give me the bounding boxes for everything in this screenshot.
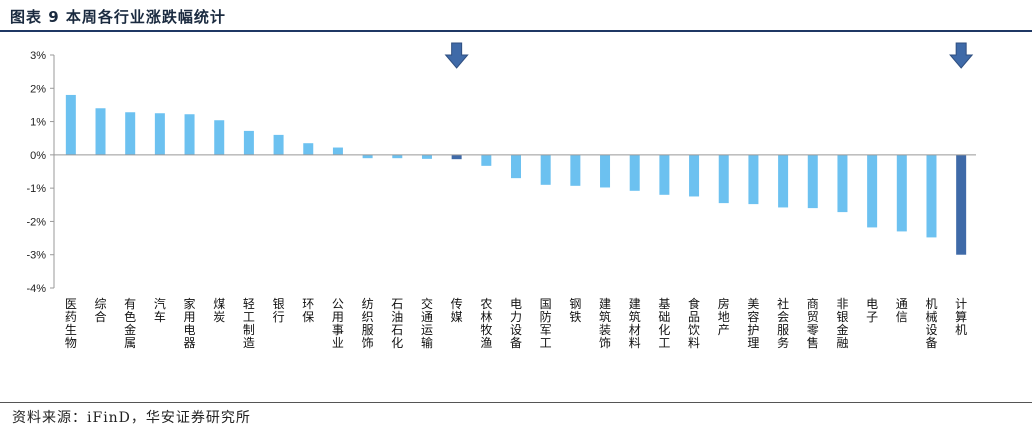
bar-2 xyxy=(95,108,106,155)
source-note: 资料来源：iFinD，华安证券研究所 xyxy=(12,410,251,426)
bar-4 xyxy=(154,113,165,155)
category-label: 通信 xyxy=(896,297,908,324)
category-label: 基础化工 xyxy=(658,297,670,350)
bar-30 xyxy=(926,154,937,238)
bar-26 xyxy=(807,154,818,209)
category-label: 石油石化 xyxy=(391,297,403,350)
bar-25 xyxy=(778,154,789,208)
bar-10 xyxy=(332,147,343,155)
down-arrow-icon xyxy=(949,42,974,69)
category-label: 轻工制造 xyxy=(243,297,255,350)
bar-12 xyxy=(392,154,403,159)
bar-19 xyxy=(600,154,611,188)
category-label: 家用电器 xyxy=(184,296,196,350)
category-label: 传媒 xyxy=(451,296,463,324)
bar-28 xyxy=(867,154,878,228)
y-tick-label: 3% xyxy=(30,50,46,62)
bar-7 xyxy=(243,130,254,155)
bar-11 xyxy=(362,154,373,159)
category-label: 电子 xyxy=(866,297,878,324)
bar-21 xyxy=(659,154,670,195)
bar-1 xyxy=(65,94,76,155)
category-label: 公用事业 xyxy=(332,297,344,350)
bar-20 xyxy=(629,154,640,191)
category-label: 国防军工 xyxy=(540,297,552,350)
category-label: 医药生物 xyxy=(65,297,77,350)
category-label: 建筑材料 xyxy=(629,297,641,350)
bar-16 xyxy=(511,154,521,179)
bar-8 xyxy=(273,134,284,155)
bar-9 xyxy=(303,143,314,155)
category-label: 商贸零售 xyxy=(807,296,819,350)
bar-22 xyxy=(689,154,700,197)
down-arrow-icon xyxy=(444,42,469,69)
bar-chart: 3% 2% 1% 0% -1% -2% -3% -4% 医药生物 综合 有色金属 汽车 家用电器 煤炭轻… xyxy=(26,42,976,350)
bar-24 xyxy=(748,154,759,205)
category-label: 钢铁 xyxy=(569,297,581,324)
category-label: 社会服务 xyxy=(777,296,789,350)
bar-27 xyxy=(837,154,848,213)
category-label: 汽车 xyxy=(154,296,166,324)
category-label: 美容护理 xyxy=(747,297,759,350)
category-label: 煤炭 xyxy=(213,297,225,324)
y-tick-label: 2% xyxy=(30,83,46,95)
category-label: 计算机 xyxy=(955,297,967,337)
bar-5 xyxy=(184,114,195,155)
bar-18 xyxy=(570,154,581,186)
category-label: 有色金属 xyxy=(124,297,136,350)
bar-series xyxy=(65,94,967,255)
bar-3 xyxy=(125,112,136,155)
category-label: 房地产 xyxy=(718,296,730,337)
bar-31 xyxy=(956,154,967,255)
y-tick-label: -3% xyxy=(26,250,46,262)
category-label: 交通运输 xyxy=(421,296,433,350)
highlight-arrows xyxy=(444,42,974,69)
category-label: 纺织服饰 xyxy=(362,297,374,350)
bar-14 xyxy=(451,154,462,160)
category-label: 银行 xyxy=(273,297,285,324)
y-tick-label: -2% xyxy=(26,216,46,228)
source-divider xyxy=(0,402,1032,403)
y-tick-label: 0% xyxy=(30,150,46,162)
category-label: 建筑装饰 xyxy=(599,297,611,350)
category-label: 环保 xyxy=(302,297,314,324)
category-label: 食品饮料 xyxy=(688,296,700,350)
bar-17 xyxy=(540,154,551,185)
bar-23 xyxy=(718,154,729,204)
bar-15 xyxy=(481,154,492,166)
y-tick-label: -4% xyxy=(26,283,46,295)
y-tick-label: -1% xyxy=(26,183,46,195)
category-label: 电力设备 xyxy=(510,297,522,350)
category-label: 机械设备 xyxy=(925,297,937,350)
category-label: 非银金融 xyxy=(836,297,848,350)
bar-6 xyxy=(214,120,225,155)
y-axis: 3% 2% 1% 0% -1% -2% -3% -4% xyxy=(26,50,55,295)
title-divider xyxy=(0,30,1032,32)
y-tick-label: 1% xyxy=(30,117,46,129)
bar-13 xyxy=(421,154,432,159)
category-label: 农林牧渔 xyxy=(480,297,492,350)
figure-title: 图表 9 本周各行业涨跌幅统计 xyxy=(10,8,226,26)
bar-29 xyxy=(896,154,907,232)
category-label: 综合 xyxy=(95,297,107,324)
